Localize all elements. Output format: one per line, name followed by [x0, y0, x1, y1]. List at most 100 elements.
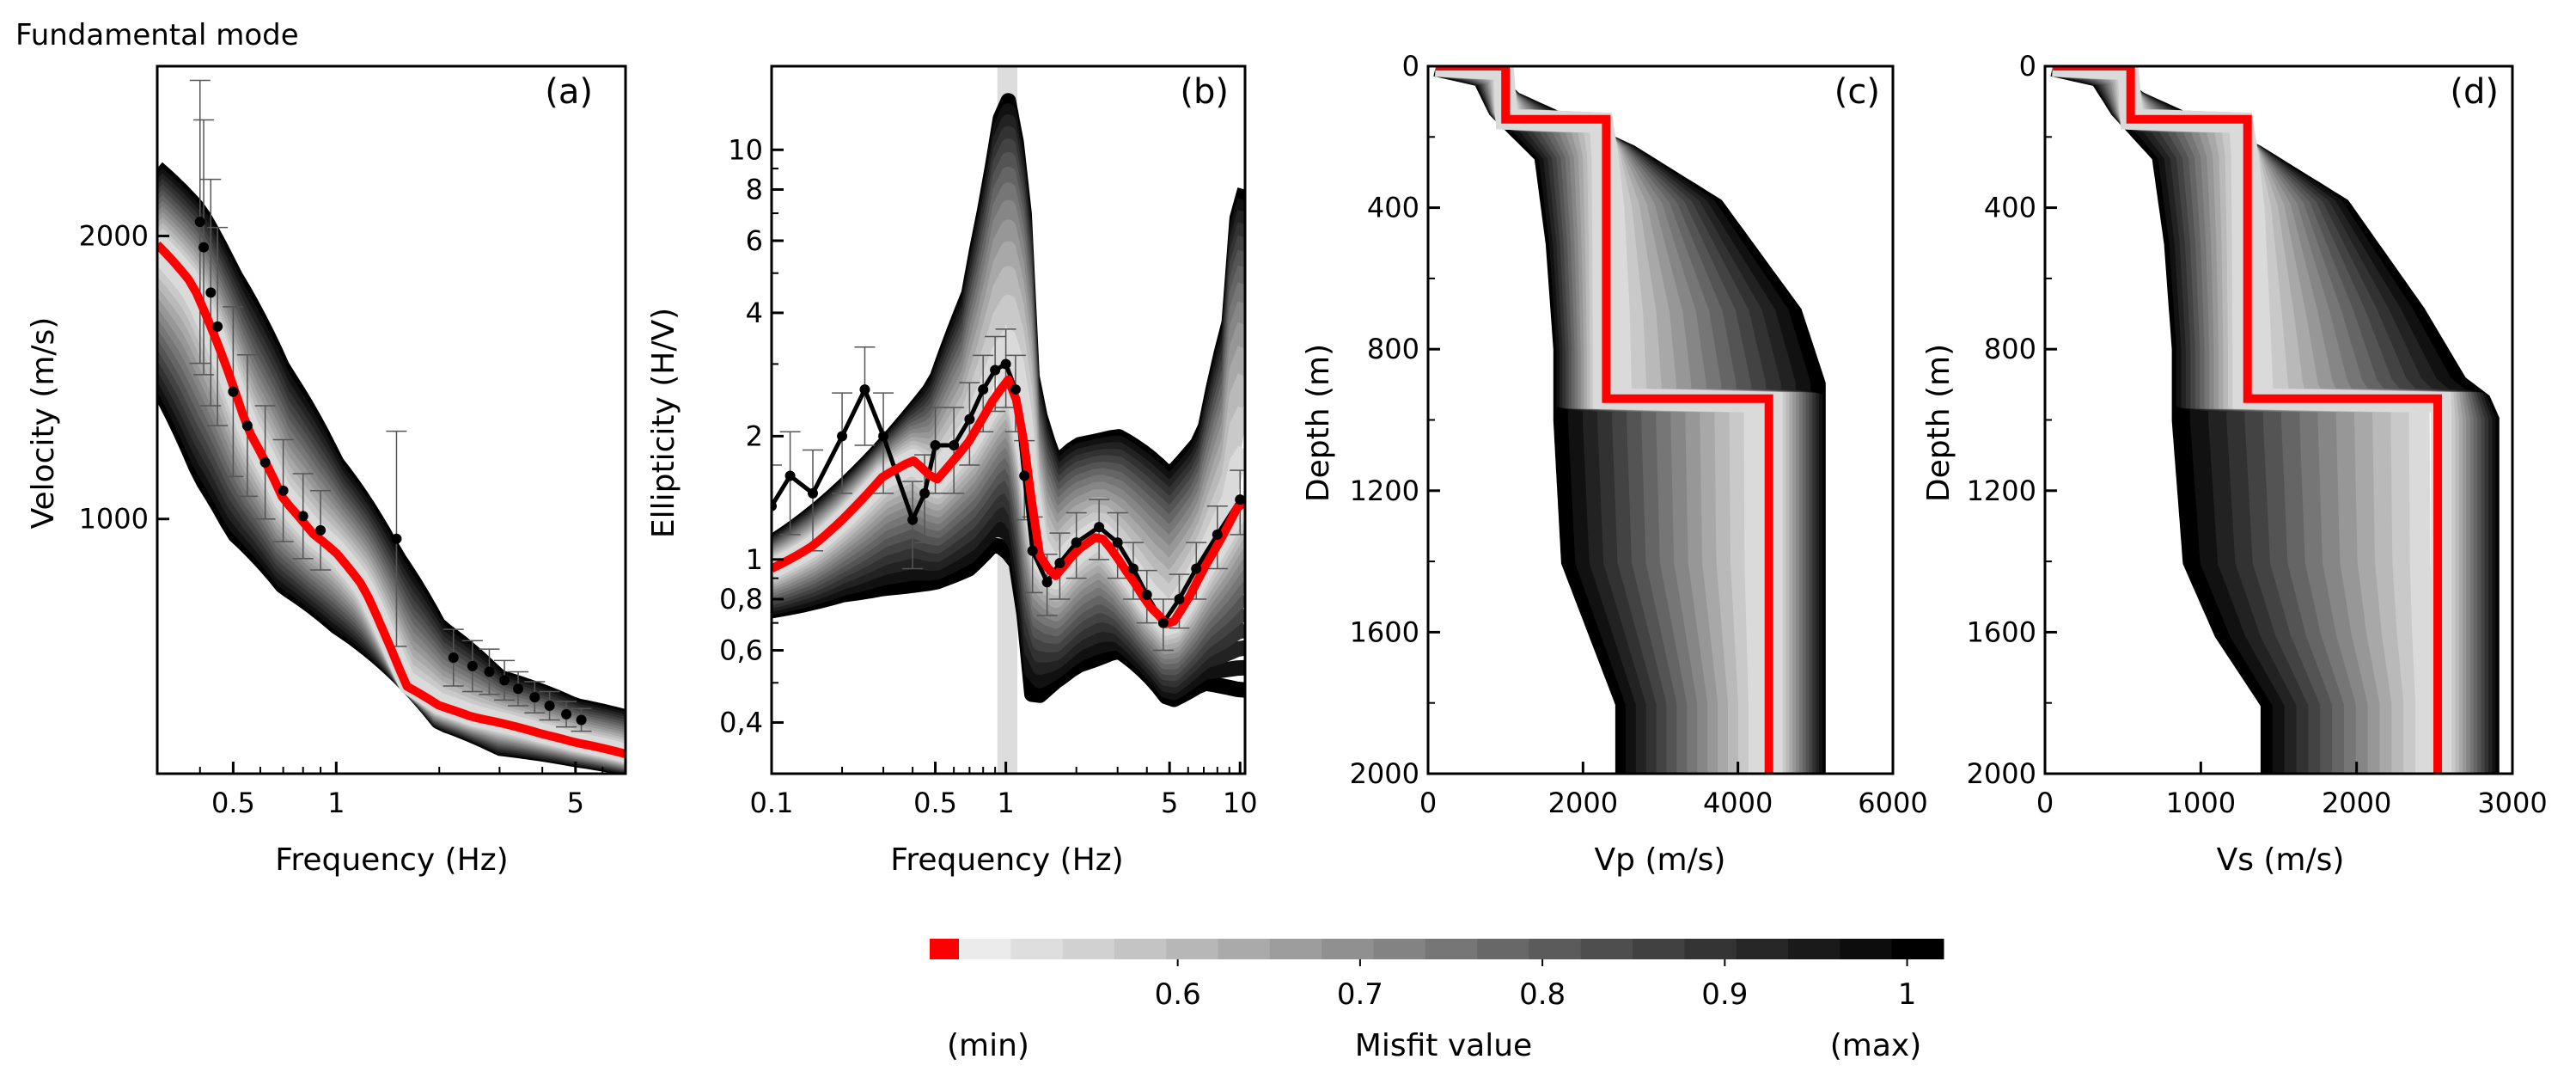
x-tick-label: 1	[327, 787, 345, 819]
colorbar-tick-label: 0.9	[1701, 977, 1748, 1012]
observed-point	[212, 321, 223, 332]
x-tick-label: 0	[1419, 787, 1437, 819]
figure-title: Fundamental mode	[15, 18, 299, 52]
observed-point	[1157, 617, 1169, 628]
y-tick-label: 2000	[79, 220, 149, 253]
panel-c-ylabel: Depth (m)	[1301, 344, 1336, 502]
colorbar-step	[1633, 939, 1685, 959]
observed-point	[990, 364, 1001, 376]
observed-point	[529, 692, 540, 703]
observed-point	[808, 487, 819, 499]
x-tick-label: 2000	[1548, 787, 1618, 819]
observed-point	[391, 533, 402, 544]
observed-point	[228, 386, 239, 397]
x-tick-label: 1000	[2166, 787, 2236, 819]
misfit-colorbar: (min) Misfit value (max) 0.6 0.7 0.8 0.9 1	[930, 939, 1944, 1063]
y-tick-label: 800	[1367, 333, 1419, 365]
observed-point	[859, 384, 870, 395]
panel-b-ellipticity: (b) Frequency (Hz) Ellipticity (H/V) 0.1…	[646, 64, 1258, 878]
y-tick-label: 0	[1402, 50, 1419, 83]
observed-point	[1212, 529, 1223, 540]
y-tick-label: 400	[1984, 192, 2036, 224]
panel-a-velocity: (a) Frequency (Hz) Velocity (m/s) 0.5 1 5 1…	[26, 64, 627, 878]
observed-point	[467, 660, 478, 671]
colorbar-step	[1373, 939, 1426, 959]
y-tick-label: 1200	[1967, 475, 2036, 507]
panel-c-label: (c)	[1834, 72, 1880, 112]
observed-point	[194, 217, 205, 228]
panel-frame	[770, 64, 1247, 775]
y-tick-label: 2000	[1350, 757, 1419, 790]
best-model-profile	[2053, 66, 2442, 774]
plot-area	[1433, 66, 1826, 774]
panel-c-vp-profile: (c) Vp (m/s) Depth (m) 0 2000 4000 60000400…	[1301, 50, 1928, 878]
colorbar-step	[1062, 939, 1115, 959]
y-tick-label: 0	[2019, 50, 2036, 83]
panel-frame	[156, 64, 627, 775]
y-tick-label: 10	[728, 133, 763, 166]
y-tick-label: 1000	[79, 503, 149, 536]
panel-b-xlabel: Frequency (Hz)	[890, 842, 1123, 878]
x-tick-label: 3000	[2477, 787, 2547, 819]
y-tick-label: 4	[746, 297, 763, 329]
colorbar-step	[1010, 939, 1064, 959]
observed-point	[1141, 589, 1152, 600]
observed-point	[315, 524, 327, 536]
y-tick-label: 1600	[1967, 615, 2036, 648]
y-tick-label: 2000	[1967, 757, 2036, 790]
observed-point	[259, 456, 271, 468]
colorbar-tick-label: 0.8	[1519, 977, 1566, 1012]
y-tick-label: 1200	[1350, 475, 1419, 507]
observed-point	[484, 666, 495, 677]
colorbar-max-label: (max)	[1830, 1028, 1922, 1063]
observed-point	[978, 384, 989, 395]
x-tick-label: 4000	[1703, 787, 1773, 819]
observed-point	[448, 652, 459, 664]
observed-point	[837, 431, 848, 442]
y-tick-label: 0,4	[719, 706, 763, 738]
observed-point	[1174, 594, 1185, 605]
y-tick-label: 2	[746, 420, 763, 452]
colorbar-step	[1477, 939, 1529, 959]
colorbar-title: Misfit value	[1355, 1028, 1532, 1063]
panel-d-xlabel: Vs (m/s)	[2217, 842, 2345, 878]
observed-point	[949, 439, 960, 450]
colorbar-step	[1425, 939, 1478, 959]
colorbar-step	[1788, 939, 1840, 959]
panel-c-xlabel: Vp (m/s)	[1595, 842, 1726, 878]
observed-point	[1191, 563, 1202, 574]
colorbar-best-swatch	[930, 939, 959, 959]
observed-point	[1027, 545, 1038, 556]
x-tick-label: 6000	[1858, 787, 1927, 819]
observed-point	[198, 242, 210, 253]
x-tick-label: 0.1	[750, 787, 794, 819]
colorbar-tick-label: 0.6	[1155, 977, 1201, 1012]
plot-area	[772, 66, 1245, 774]
observed-point	[930, 439, 941, 450]
observed-point	[1112, 537, 1123, 548]
observed-point	[1235, 494, 1245, 505]
x-tick-label: 5	[1161, 787, 1178, 819]
x-tick-label: 1	[997, 787, 1014, 819]
colorbar-min-label: (min)	[947, 1028, 1029, 1063]
colorbar-step	[1840, 939, 1893, 959]
panel-d-ylabel: Depth (m)	[1921, 344, 1956, 502]
x-tick-label: 0.5	[211, 787, 255, 819]
plot-area	[157, 79, 626, 774]
observed-point	[544, 700, 555, 711]
observed-point	[1127, 563, 1138, 574]
y-tick-label: 0,6	[719, 634, 763, 667]
x-tick-label: 0.5	[913, 787, 957, 819]
colorbar-step	[1891, 939, 1944, 959]
observed-point	[513, 683, 524, 695]
x-tick-label: 0	[2036, 787, 2054, 819]
observed-point	[964, 413, 975, 425]
x-tick-label: 2000	[2322, 787, 2391, 819]
observed-point	[1054, 558, 1065, 569]
panel-b-ylabel: Ellipticity (H/V)	[646, 308, 681, 538]
observed-point	[278, 485, 289, 496]
observed-point	[297, 511, 308, 522]
y-tick-label: 800	[1984, 333, 2036, 365]
observed-point	[919, 487, 931, 499]
